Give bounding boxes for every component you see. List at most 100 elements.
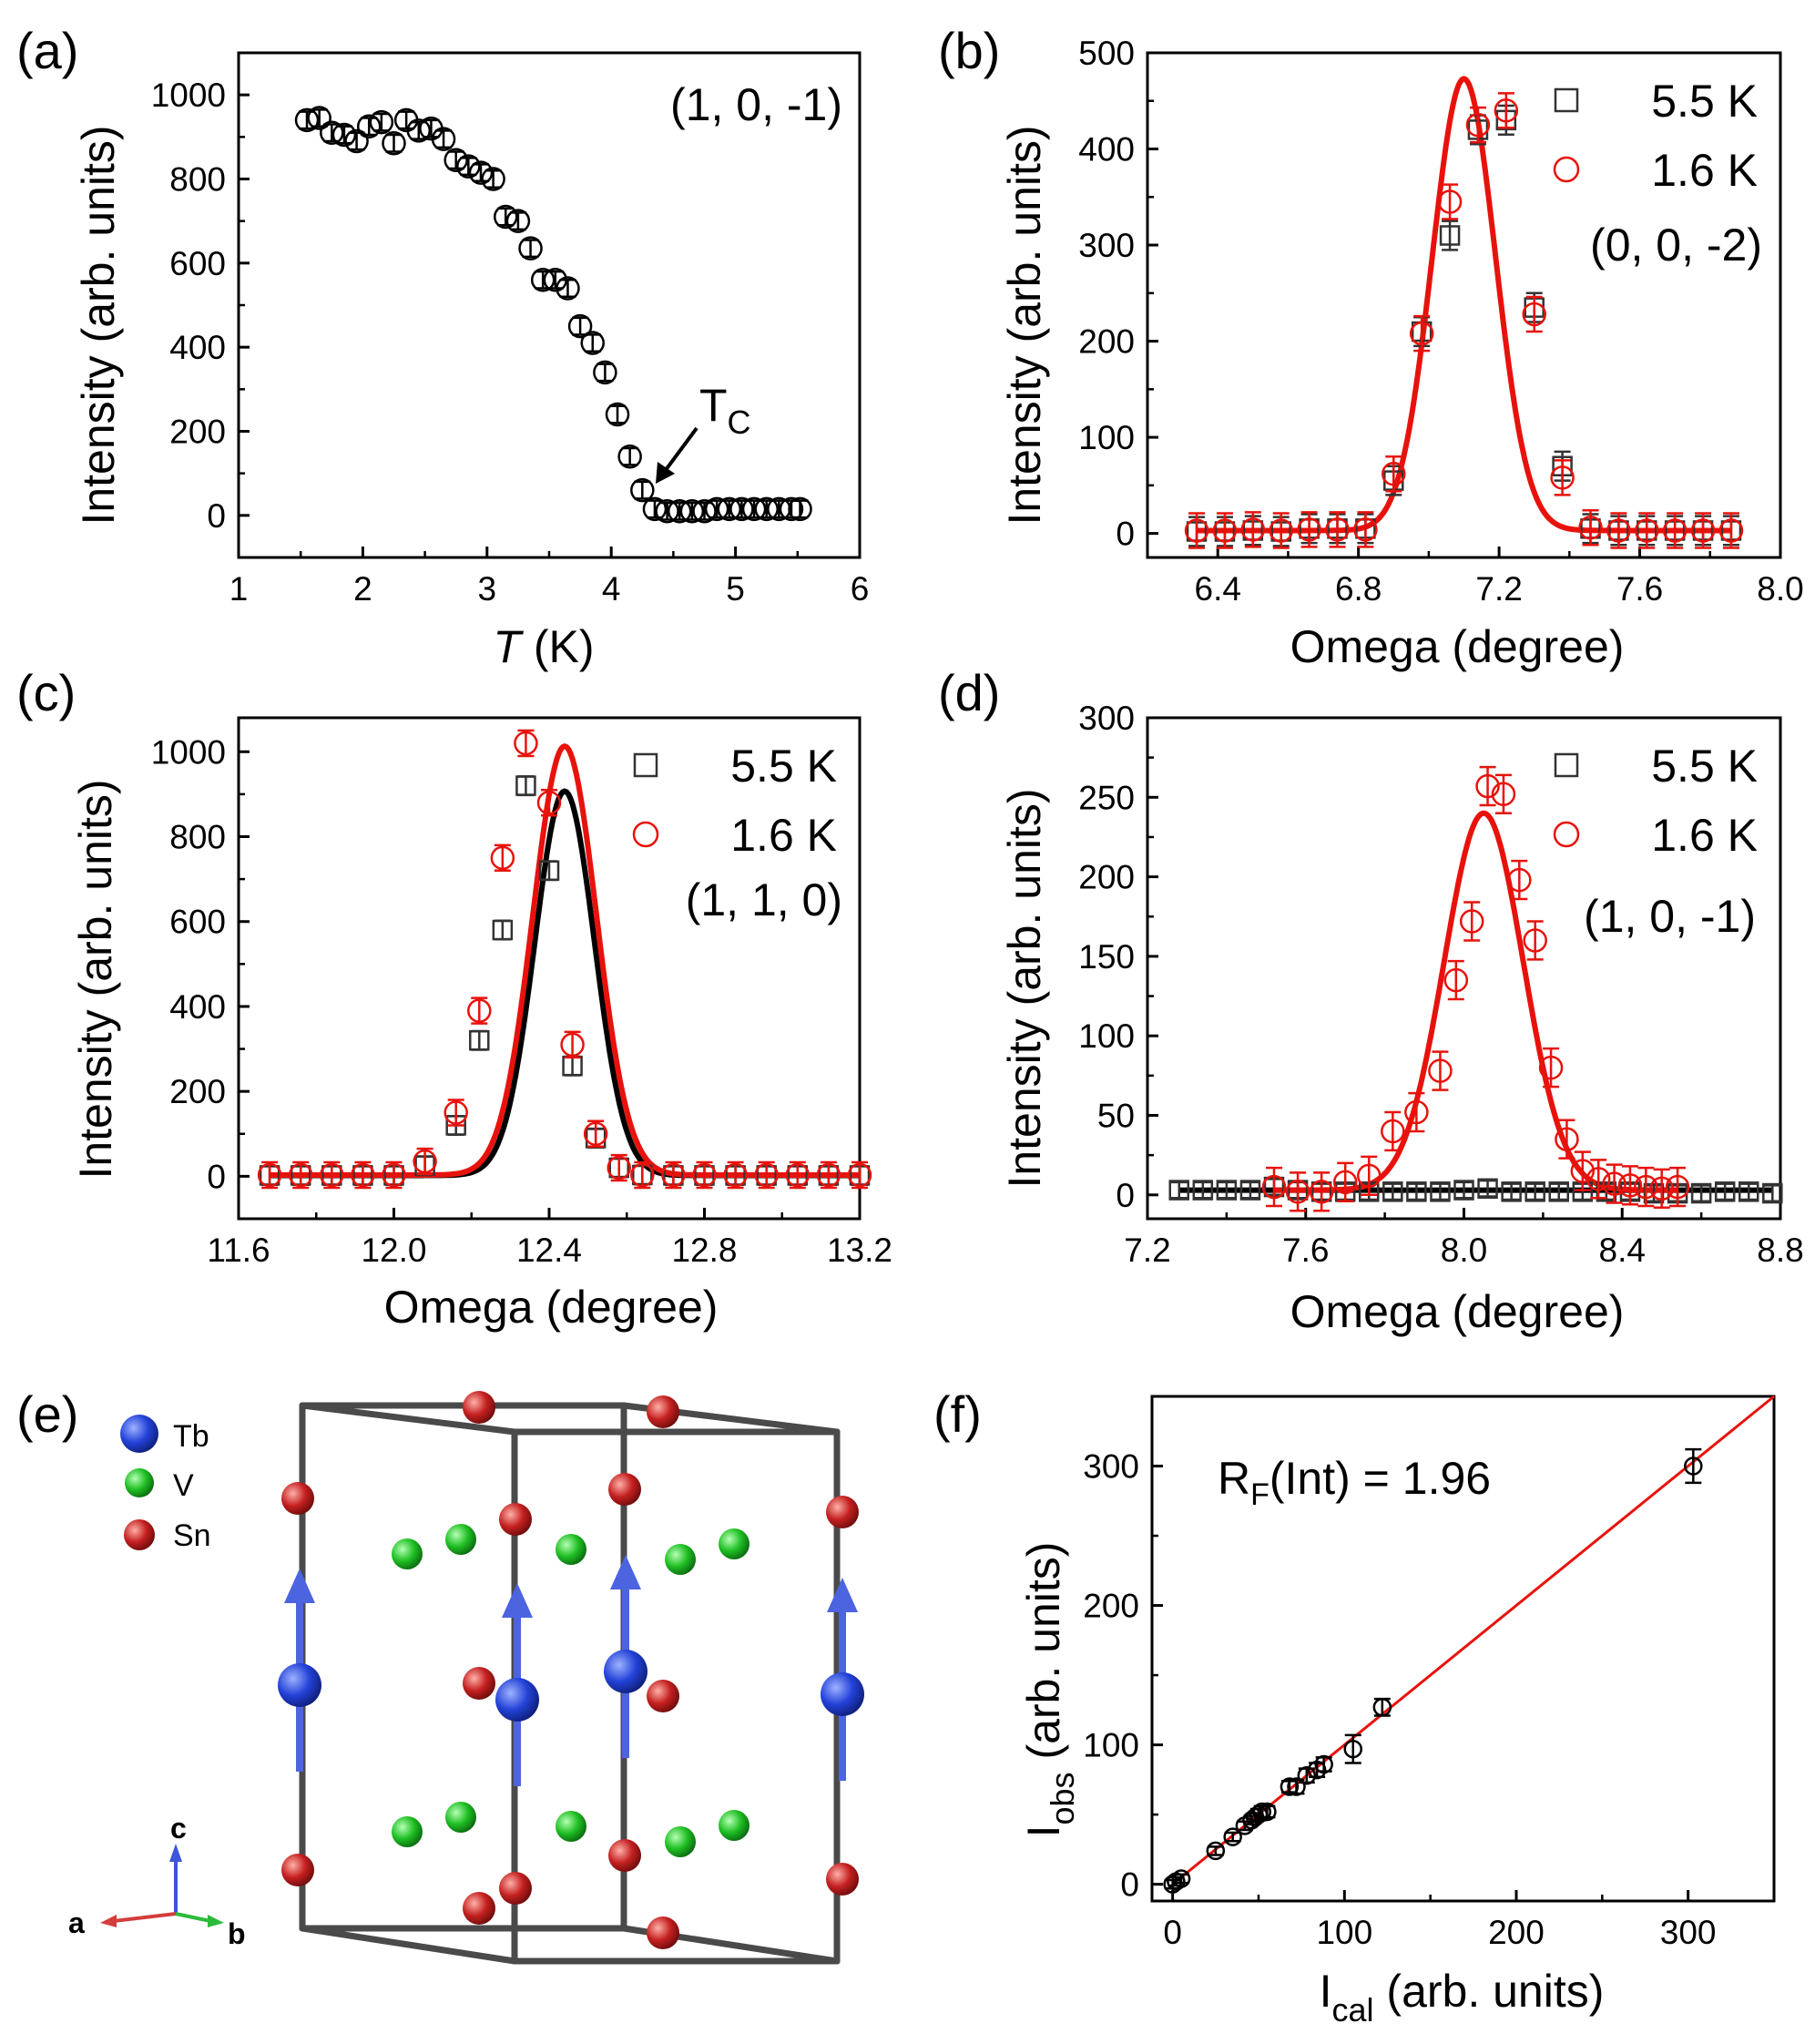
triad-c-arrowhead: [169, 1844, 182, 1862]
data-point-b-s1: [1269, 518, 1293, 543]
data-point-a-s0: [717, 496, 742, 522]
y-tick-label-c: 800: [169, 819, 226, 856]
sn-atom: [647, 1916, 679, 1949]
y-tick-label-a: 0: [207, 497, 226, 535]
y-tick-label-a: 400: [169, 329, 226, 366]
y-tick-label-d: 100: [1078, 1017, 1135, 1055]
data-point-c-s1: [467, 998, 492, 1023]
data-point-d-s1: [1523, 928, 1547, 953]
x-tick-label-c: 13.2: [827, 1232, 892, 1269]
data-point-d-s0: [1239, 1180, 1261, 1201]
unit-cell-edge: [299, 1402, 518, 1436]
y-tick-label-c: 1000: [151, 733, 226, 771]
y-axis-label-b: Intensity (arb. units): [999, 125, 1050, 525]
data-point-f-s0: [1287, 1777, 1306, 1796]
annotation-a: (1, 0, -1): [670, 79, 842, 130]
triad-b-arrowhead: [208, 1915, 224, 1927]
data-point-d-s0: [1216, 1180, 1238, 1201]
legend-label-d: 5.5 K: [1651, 741, 1758, 792]
panel-c: (c) 11.6 12.0 12.4 12.8 13.2 0 200 400 600 800 100…: [16, 664, 892, 1333]
panel-label-f: (f): [933, 1385, 982, 1443]
data-point-a-s0: [344, 128, 369, 154]
y-tick-label-b: 500: [1078, 35, 1135, 72]
tc-label-sub: C: [728, 404, 751, 441]
x-tick-label-c: 12.4: [516, 1232, 582, 1269]
sn-atom: [499, 1503, 532, 1536]
legend-label-c: 5.5 K: [730, 741, 837, 792]
y-tick-label-f: 300: [1083, 1448, 1139, 1486]
x-tick-label-a: 6: [851, 570, 870, 608]
triad-a-axis: [113, 1912, 177, 1923]
annotation-f-rest: (Int) = 1.96: [1269, 1453, 1491, 1504]
panel-label-b: (b): [938, 22, 1000, 79]
data-point-c-s1: [413, 1149, 437, 1174]
data-point-d-s1: [1443, 967, 1469, 993]
y-axis-label-d: Intensity (arb. units): [999, 788, 1050, 1188]
data-point-c-s1: [536, 790, 562, 815]
x-axis-label-c: Omega (degree): [384, 1282, 719, 1333]
y-tick-label-b: 100: [1078, 419, 1135, 456]
x-axis-label-d: Omega (degree): [1290, 1286, 1625, 1337]
data-point-d-s1: [1634, 1174, 1658, 1200]
sn-atom: [463, 1892, 495, 1925]
data-point-b-s1: [1578, 516, 1603, 540]
data-point-d-s0: [1192, 1180, 1214, 1201]
data-point-a-s0: [617, 444, 642, 469]
legend-v-sphere: [125, 1468, 154, 1497]
data-point-c-s1: [847, 1162, 872, 1188]
sn-atom: [281, 1482, 314, 1515]
x-axis-label-a-italic: T: [493, 621, 524, 672]
tc-arrow-shaft: [661, 426, 698, 475]
sn-atom: [608, 1473, 641, 1506]
magnetic-moment-arrowhead: [827, 1578, 858, 1612]
legend-tb-label: Tb: [173, 1419, 209, 1454]
tc-arrow-head: [656, 462, 675, 484]
sn-atom: [647, 1395, 679, 1428]
data-point-c-s1: [630, 1162, 655, 1188]
v-atom: [445, 1802, 476, 1833]
annotation-f-sub: F: [1250, 1477, 1269, 1512]
data-point-c-s1: [723, 1162, 748, 1188]
panel-label-a: (a): [16, 22, 78, 79]
data-point-b-s1: [1465, 112, 1491, 138]
data-point-d-s0: [1548, 1181, 1569, 1202]
x-axis-label-f-sub: cal: [1332, 1991, 1374, 2029]
y-tick-label-f: 0: [1120, 1866, 1139, 1904]
data-point-f-s0: [1314, 1754, 1333, 1774]
data-point-a-s0: [754, 496, 779, 522]
data-point-c-s1: [444, 1100, 468, 1125]
x-tick-label-a: 3: [478, 570, 497, 608]
data-point-d-s1: [1586, 1167, 1611, 1191]
structure-legend: Tb V Sn: [120, 1415, 211, 1553]
data-point-a-s0: [468, 160, 494, 185]
data-point-b-s1: [1718, 518, 1744, 543]
legend-tb-sphere: [120, 1415, 158, 1453]
data-point-d-s1: [1332, 1170, 1358, 1195]
data-point-c-s1: [320, 1162, 344, 1188]
data-point-d-s1: [1309, 1180, 1334, 1204]
data-point-d-s1: [1475, 773, 1500, 799]
data-point-d-s0: [1382, 1181, 1403, 1202]
data-point-a-s0: [518, 236, 543, 261]
data-point-d-s1: [1491, 782, 1516, 807]
data-point-f-s0: [1252, 1802, 1272, 1822]
data-point-f-s0: [1297, 1766, 1317, 1785]
plot-frame-f: [1150, 1395, 1776, 1903]
x-axis-label-b: Omega (degree): [1290, 621, 1625, 672]
sn-atom: [647, 1680, 679, 1712]
y-tick-label-c: 200: [169, 1073, 226, 1110]
sn-atom: [463, 1391, 495, 1424]
v-atom: [392, 1816, 423, 1847]
x-tick-label-f: 200: [1488, 1914, 1545, 1951]
y-tick-label-a: 200: [169, 414, 226, 451]
annotation-f: RF(Int) = 1.96: [1218, 1453, 1491, 1512]
sn-atom: [281, 1854, 314, 1886]
legend-label-b: 1.6 K: [1651, 145, 1758, 196]
data-point-c-s0: [492, 919, 514, 941]
data-point-c-s1: [785, 1162, 811, 1188]
data-point-a-s0: [630, 477, 655, 503]
x-tick-label-a: 4: [602, 570, 621, 608]
fit-curve-b: [1197, 76, 1731, 534]
fit-line-f: [1171, 1395, 1775, 1886]
x-tick-label-d: 7.2: [1124, 1232, 1170, 1269]
